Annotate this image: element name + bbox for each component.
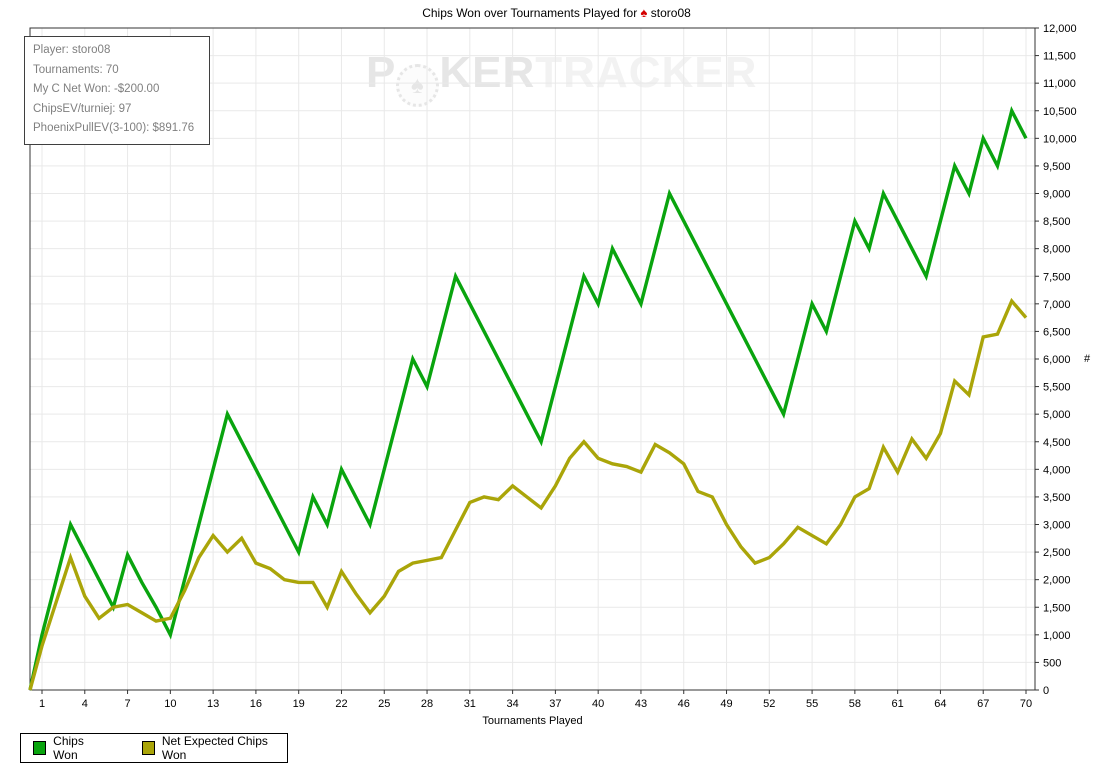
x-tick-label: 55 — [806, 698, 818, 710]
legend-label-chips-won: Chips Won — [53, 734, 84, 762]
x-tick-label: 49 — [720, 698, 732, 710]
y-tick-label: 3,000 — [1043, 520, 1071, 532]
stat-net-won: My C Net Won: -$200.00 — [33, 83, 160, 95]
y-tick-label: 12,000 — [1043, 23, 1077, 35]
watermark-text: P — [366, 48, 397, 97]
x-tick-label: 7 — [125, 698, 131, 710]
legend-item-net-expected: Net Expected Chips Won — [141, 734, 287, 762]
y-tick-label: 7,500 — [1043, 271, 1071, 283]
y-tick-label: 9,000 — [1043, 189, 1071, 201]
y-tick-label: 6,000 — [1043, 354, 1071, 366]
series-line-0 — [28, 106, 1028, 691]
x-tick-label: 52 — [763, 698, 775, 710]
chart-legend: Chips Won Net Expected Chips Won — [20, 733, 288, 763]
x-tick-label: 31 — [464, 698, 476, 710]
y-tick-label: 5,500 — [1043, 382, 1071, 394]
chart-title: Chips Won over Tournaments Played for ♠ … — [0, 5, 1113, 20]
chart-title-player: storo08 — [650, 6, 691, 20]
x-tick-label: 4 — [82, 698, 88, 710]
y-tick-label: 8,500 — [1043, 216, 1071, 228]
x-tick-label: 37 — [549, 698, 561, 710]
x-tick-label: 70 — [1020, 698, 1032, 710]
y-tick-label: 10,000 — [1043, 133, 1077, 145]
x-tick-label: 16 — [250, 698, 262, 710]
x-tick-label: 61 — [892, 698, 904, 710]
x-tick-label: 1 — [39, 698, 45, 710]
stat-player: Player: storo08 — [33, 44, 111, 56]
y-tick-label: 1,000 — [1043, 630, 1071, 642]
x-tick-label: 46 — [678, 698, 690, 710]
x-tick-label: 19 — [293, 698, 305, 710]
y-tick-label: 2,000 — [1043, 575, 1071, 587]
series-line-1 — [28, 297, 1028, 691]
pokertracker-watermark: P ♠ KERTRACKER — [366, 51, 757, 107]
x-tick-label: 22 — [335, 698, 347, 710]
x-tick-label: 58 — [849, 698, 861, 710]
y-axis-title: # — [1084, 353, 1091, 365]
player-stats-infobox: Player: storo08 Tournaments: 70 My C Net… — [24, 36, 210, 145]
x-tick-label: 13 — [207, 698, 219, 710]
poker-chip-icon: ♠ — [396, 64, 440, 107]
legend-label-net-expected: Net Expected Chips Won — [161, 734, 268, 762]
x-tick-label: 67 — [977, 698, 989, 710]
chips-won-swatch-icon — [33, 741, 47, 755]
y-tick-label: 3,500 — [1043, 492, 1071, 504]
x-tick-label: 34 — [506, 698, 518, 710]
x-tick-label: 64 — [934, 698, 946, 710]
y-tick-label: 11,000 — [1043, 78, 1076, 90]
y-tick-label: 10,500 — [1043, 106, 1077, 118]
pokerstars-spade-icon: ♠ — [640, 5, 648, 20]
watermark-text: KER — [439, 48, 536, 97]
y-tick-label: 11,500 — [1043, 51, 1076, 63]
chart-title-text: Chips Won over Tournaments Played for — [422, 6, 638, 20]
x-tick-label: 28 — [421, 698, 433, 710]
y-tick-label: 1,500 — [1043, 602, 1071, 614]
stat-phoenix-pull-ev: PhoenixPullEV(3-100): $891.76 — [33, 122, 195, 134]
x-tick-label: 25 — [378, 698, 390, 710]
y-tick-label: 4,000 — [1043, 464, 1071, 476]
y-tick-label: 5,000 — [1043, 409, 1071, 421]
y-tick-label: 0 — [1043, 685, 1049, 697]
x-axis-title: Tournaments Played — [482, 715, 583, 727]
y-tick-label: 500 — [1043, 657, 1061, 669]
x-tick-label: 10 — [164, 698, 176, 710]
x-tick-label: 43 — [635, 698, 647, 710]
y-tick-label: 7,000 — [1043, 299, 1071, 311]
stat-tournaments: Tournaments: 70 — [33, 63, 119, 76]
y-tick-label: 8,000 — [1043, 244, 1071, 256]
watermark-text: TRACKER — [535, 48, 758, 97]
net-expected-swatch-icon — [141, 741, 155, 755]
x-tick-label: 40 — [592, 698, 604, 710]
y-tick-label: 4,500 — [1043, 437, 1071, 449]
y-tick-label: 2,500 — [1043, 547, 1071, 559]
legend-item-chips-won: Chips Won — [33, 734, 108, 762]
y-tick-label: 9,500 — [1043, 161, 1071, 173]
y-tick-label: 6,500 — [1043, 326, 1071, 338]
stat-chips-ev: ChipsEV/turniej: 97 — [33, 102, 132, 115]
